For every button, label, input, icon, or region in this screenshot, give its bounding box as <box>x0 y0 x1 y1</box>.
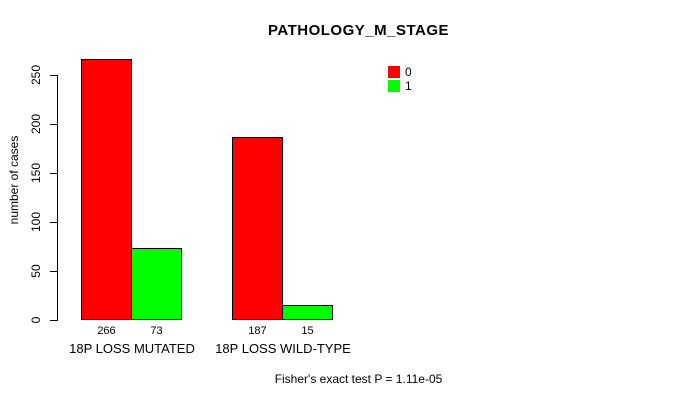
bar-18p-loss-mutated-series-1 <box>131 248 182 320</box>
y-axis-tick-label: 0 <box>29 316 43 324</box>
y-axis-tick-label: 250 <box>29 64 43 86</box>
bar-value-label: 187 <box>248 325 267 337</box>
y-axis-tick-label: 150 <box>29 162 43 184</box>
legend-item-0: 0 <box>388 66 412 78</box>
y-axis-label: number of cases <box>7 135 21 225</box>
y-axis-tick <box>50 222 57 223</box>
y-axis-tick <box>50 124 57 125</box>
legend: 0 1 <box>388 66 412 94</box>
category-label-18p-loss-mutated: 18P LOSS MUTATED <box>69 341 195 356</box>
y-axis-tick-label: 200 <box>29 113 43 135</box>
y-axis-tick <box>50 173 57 174</box>
legend-swatch-red-icon <box>388 66 400 78</box>
y-axis-tick-label: 100 <box>29 211 43 233</box>
bar-18p-loss-mutated-series-0 <box>81 59 132 320</box>
legend-label-1: 1 <box>405 79 412 93</box>
bar-value-label: 266 <box>97 325 116 337</box>
bar-value-label: 15 <box>301 325 314 337</box>
legend-label-0: 0 <box>405 65 412 79</box>
legend-swatch-green-icon <box>388 80 400 92</box>
y-axis-tick <box>50 271 57 272</box>
bar-18p-loss-wild-type-series-0 <box>232 137 283 320</box>
bar-value-label: 73 <box>150 325 163 337</box>
y-axis-tick <box>50 320 57 321</box>
bar-18p-loss-wild-type-series-1 <box>282 305 333 320</box>
category-label-18p-loss-wild-type: 18P LOSS WILD-TYPE <box>215 341 351 356</box>
y-axis-tick <box>50 75 57 76</box>
chart-title: PATHOLOGY_M_STAGE <box>267 22 449 39</box>
y-axis-tick-label: 50 <box>29 264 43 278</box>
stats-annotation: Fisher's exact test P = 1.11e-05 <box>274 372 443 386</box>
y-axis-line <box>57 75 58 321</box>
legend-item-1: 1 <box>388 80 412 92</box>
